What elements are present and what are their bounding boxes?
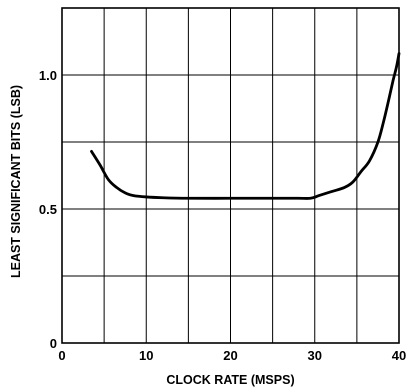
grid	[62, 8, 399, 343]
x-tick-label: 0	[58, 348, 65, 363]
x-axis-ticks: 0 10 20 30 40	[58, 348, 406, 363]
series-layer	[90, 52, 401, 200]
y-tick-label: 0.5	[39, 202, 57, 217]
x-tick-label: 10	[139, 348, 153, 363]
x-tick-label: 40	[392, 348, 406, 363]
y-tick-label: 1.0	[39, 68, 57, 83]
x-tick-label: 30	[308, 348, 322, 363]
series-line	[90, 52, 401, 200]
y-tick-label: 0	[50, 336, 57, 351]
y-axis-ticks: 0 0.5 1.0	[39, 68, 57, 351]
y-axis-label: LEAST SIGNIFICANT BITS (LSB)	[9, 85, 23, 278]
x-tick-label: 20	[223, 348, 237, 363]
plot-frame	[61, 7, 400, 344]
x-axis-label: CLOCK RATE (MSPS)	[166, 373, 294, 387]
